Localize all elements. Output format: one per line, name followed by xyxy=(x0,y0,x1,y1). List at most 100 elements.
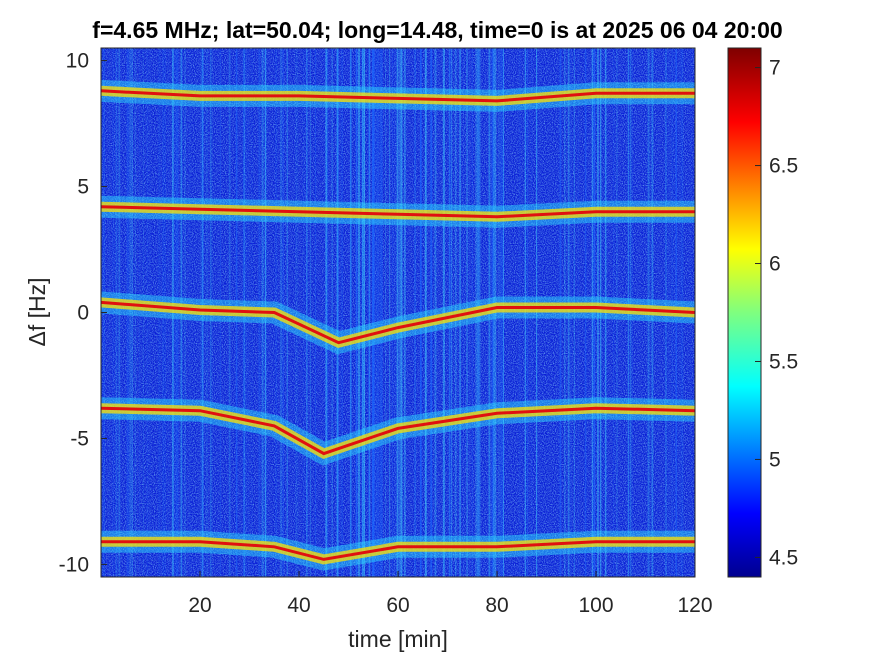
trace-line xyxy=(100,205,695,219)
interference-streak xyxy=(442,48,445,577)
interference-streak xyxy=(375,48,378,577)
interference-streak xyxy=(401,48,403,577)
interference-streak xyxy=(164,48,166,577)
x-tick-label: 60 xyxy=(386,594,409,617)
interference-streak xyxy=(315,48,316,577)
interference-streak xyxy=(377,48,380,577)
interference-streak xyxy=(414,48,416,577)
interference-streak xyxy=(337,48,339,577)
x-tick-label: 40 xyxy=(287,594,310,617)
interference-streak xyxy=(414,48,416,577)
interference-streak xyxy=(115,48,118,577)
y-tick-label: -5 xyxy=(70,427,89,450)
interference-streak xyxy=(139,48,141,577)
interference-streak xyxy=(364,48,365,577)
interference-streak xyxy=(373,48,376,577)
chart-title: f=4.65 MHz; lat=50.04; long=14.48, time=… xyxy=(92,17,783,43)
x-tick-label: 20 xyxy=(188,594,211,617)
colorbar-tick-label: 5 xyxy=(769,448,781,471)
x-tick-label: 80 xyxy=(485,594,508,617)
interference-streak xyxy=(162,48,165,577)
interference-streak xyxy=(364,48,365,577)
interference-streak xyxy=(381,48,383,577)
interference-streak xyxy=(361,48,363,577)
interference-streak xyxy=(362,48,365,577)
interference-streak xyxy=(142,48,144,577)
interference-streak xyxy=(331,48,333,577)
interference-streak xyxy=(129,48,131,577)
interference-streak xyxy=(302,48,305,577)
interference-streak xyxy=(356,48,357,577)
y-tick-label: -10 xyxy=(59,553,89,576)
spectrogram-plot-area xyxy=(100,47,696,578)
interference-streak xyxy=(286,48,288,577)
interference-streak xyxy=(341,48,343,577)
interference-streak xyxy=(394,48,396,577)
interference-streak xyxy=(357,48,360,577)
interference-streak xyxy=(306,48,307,577)
interference-streak xyxy=(385,48,386,577)
x-tick-label: 100 xyxy=(578,594,613,617)
trace-line xyxy=(101,540,695,561)
interference-streak xyxy=(109,48,110,577)
interference-streak xyxy=(115,48,118,577)
interference-streak xyxy=(306,48,308,577)
interference-streak xyxy=(337,48,338,577)
interference-streak xyxy=(434,48,437,577)
trace-line xyxy=(100,89,695,103)
interference-streak xyxy=(399,48,402,577)
interference-streak xyxy=(419,48,422,577)
colorbar: 7 6.5 6 5.5 5 4.5 xyxy=(727,47,798,578)
colorbar-tick-label: 7 xyxy=(769,57,781,80)
interference-streak xyxy=(430,48,432,577)
x-axis-label: time [min] xyxy=(348,626,448,652)
interference-streak xyxy=(403,48,406,577)
interference-streak xyxy=(131,48,133,577)
interference-streak xyxy=(149,48,151,577)
interference-streak xyxy=(389,48,391,577)
y-axis-label: Δf [Hz] xyxy=(24,277,50,346)
y-tick-label: 5 xyxy=(77,176,89,199)
interference-streak xyxy=(146,48,148,577)
colorbar-tick-label: 5.5 xyxy=(769,350,798,373)
interference-streak xyxy=(430,48,432,577)
y-axis-ticks: 10 5 0 -5 -10 xyxy=(59,50,107,576)
interference-streak xyxy=(126,48,129,577)
interference-streak xyxy=(118,48,121,577)
interference-streak xyxy=(349,48,352,577)
interference-streak xyxy=(326,48,329,577)
interference-streak xyxy=(431,48,433,577)
interference-streak xyxy=(424,48,427,577)
trace-line xyxy=(100,300,696,345)
interference-streak xyxy=(355,48,358,577)
colorbar-tick-label: 4.5 xyxy=(769,546,798,569)
interference-streak xyxy=(369,48,371,577)
x-axis-ticks: 20 40 60 80 100 120 xyxy=(188,571,713,617)
interference-streak xyxy=(325,48,328,577)
interference-streak xyxy=(297,48,299,577)
trace-line xyxy=(100,406,696,456)
interference-streak xyxy=(362,48,364,577)
interference-streak xyxy=(368,48,370,577)
interference-streak xyxy=(131,48,133,577)
colorbar-tick-label: 6.5 xyxy=(769,155,798,178)
y-tick-label: 0 xyxy=(77,302,89,325)
interference-streak xyxy=(112,48,114,577)
interference-streak xyxy=(158,48,161,577)
interference-streak xyxy=(336,48,339,577)
interference-streak xyxy=(379,48,381,577)
interference-streak xyxy=(372,48,374,577)
interference-streak xyxy=(420,48,422,577)
interference-streak xyxy=(309,48,311,577)
colorbar-gradient xyxy=(727,47,762,578)
interference-streak xyxy=(295,48,297,577)
interference-streak xyxy=(396,48,399,577)
colorbar-tick-label: 6 xyxy=(769,253,781,276)
colorbar-ticks: 7 6.5 6 5.5 5 4.5 xyxy=(755,57,798,569)
interference-streak xyxy=(350,48,352,577)
y-tick-label: 10 xyxy=(66,50,89,73)
interference-streak xyxy=(392,48,394,577)
x-tick-label: 120 xyxy=(677,594,712,617)
interference-streak xyxy=(134,48,137,577)
